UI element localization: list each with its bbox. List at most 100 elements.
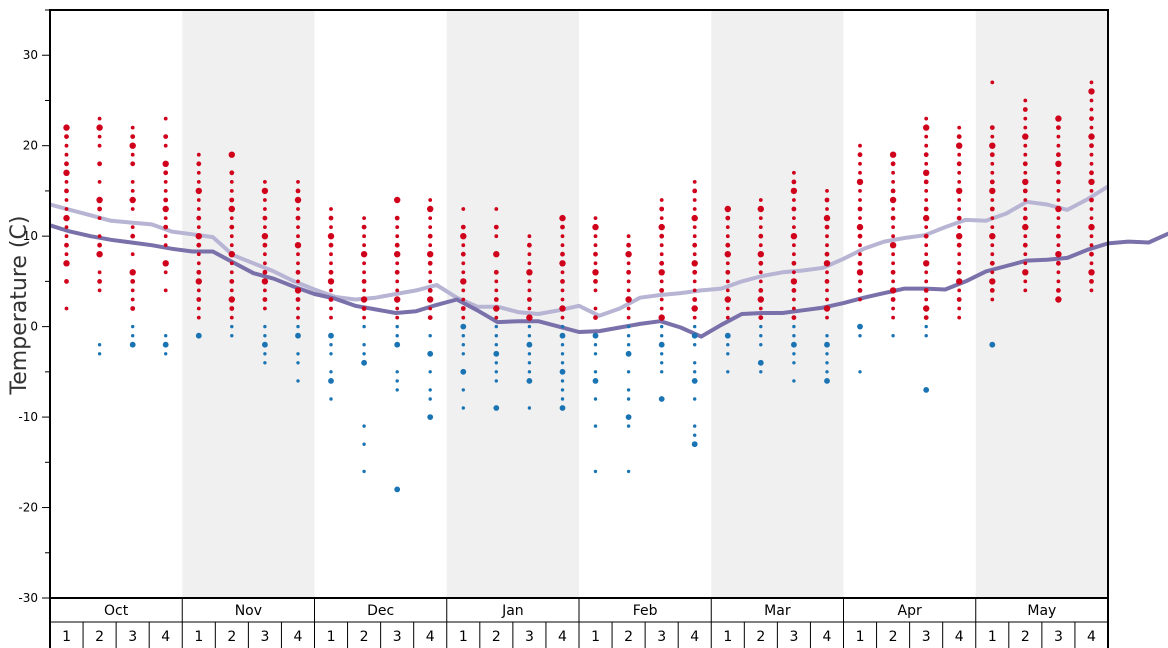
warm-dot	[560, 315, 565, 320]
cold-dot	[527, 370, 532, 374]
warm-dot	[1089, 125, 1094, 130]
warm-dot	[692, 315, 697, 320]
month-band-may	[975, 10, 1108, 598]
warm-dot	[195, 278, 202, 285]
cold-dot	[792, 361, 796, 365]
warm-dot	[162, 260, 169, 267]
warm-dot	[990, 297, 995, 302]
warm-dot	[1089, 261, 1094, 266]
warm-dot	[692, 269, 698, 275]
cold-dot	[660, 370, 664, 374]
warm-dot	[825, 189, 829, 193]
warm-dot	[329, 207, 333, 211]
cold-dot	[560, 352, 565, 356]
cold-dot	[691, 378, 698, 384]
cold-dot	[461, 343, 465, 347]
cold-dot	[428, 397, 432, 401]
cold-dot	[560, 343, 565, 347]
warm-dot	[130, 152, 135, 157]
week-label: 1	[723, 629, 732, 645]
warm-dot	[296, 180, 300, 184]
warm-dot	[593, 234, 598, 239]
warm-dot	[229, 279, 235, 284]
warm-dot	[825, 243, 829, 248]
warm-dot	[361, 224, 367, 230]
warm-dot	[1089, 80, 1094, 85]
warm-dot	[692, 207, 697, 211]
warm-dot	[957, 288, 962, 293]
warm-dot	[659, 233, 665, 239]
warm-dot	[1023, 125, 1028, 130]
warm-dot	[163, 288, 168, 293]
warm-dot	[394, 215, 400, 221]
warm-dot	[1022, 242, 1028, 248]
warm-dot	[791, 315, 797, 320]
warm-dot	[692, 279, 697, 284]
warm-dot	[296, 225, 300, 230]
week-label: 2	[360, 629, 369, 645]
warm-dot	[758, 306, 763, 311]
cold-dot	[989, 341, 996, 348]
warm-dot	[889, 242, 897, 249]
warm-dot	[889, 287, 897, 294]
warm-dot	[263, 252, 267, 257]
warm-dot	[658, 269, 665, 276]
cold-dot	[592, 378, 599, 384]
cold-dot	[328, 332, 334, 339]
warm-dot	[362, 288, 366, 293]
cold-dot	[493, 405, 500, 411]
warm-dot	[163, 224, 169, 230]
warm-dot	[294, 287, 302, 294]
warm-dot	[560, 279, 565, 284]
warm-dot	[758, 233, 764, 239]
warm-dot	[196, 252, 201, 257]
warm-dot	[261, 187, 269, 195]
warm-dot	[461, 243, 466, 248]
warm-dot	[692, 225, 697, 230]
warm-dot	[263, 180, 267, 184]
warm-dot	[1055, 115, 1062, 122]
warm-dot	[493, 305, 500, 312]
week-label: 4	[161, 629, 170, 645]
cold-dot	[593, 469, 598, 474]
cold-dot	[759, 334, 763, 338]
warm-dot	[296, 207, 300, 211]
warm-dot	[1089, 288, 1094, 293]
warm-dot	[758, 315, 764, 320]
warm-dot	[923, 233, 929, 239]
warm-dot	[692, 242, 698, 248]
warm-dot	[990, 243, 995, 248]
cold-dot	[494, 370, 498, 374]
warm-dot	[957, 225, 962, 230]
warm-dot	[790, 187, 798, 195]
cold-dot	[625, 350, 632, 357]
week-label: 4	[294, 629, 303, 645]
warm-dot	[163, 143, 168, 148]
warm-dot	[1089, 116, 1094, 121]
warm-dot	[858, 143, 862, 148]
week-label: 1	[327, 629, 336, 645]
warm-dot	[362, 216, 366, 221]
cold-dot	[726, 343, 730, 347]
warm-dot	[956, 142, 963, 149]
warm-dot	[957, 170, 962, 175]
y-tick-label: 20	[23, 139, 38, 153]
warm-dot	[63, 214, 70, 222]
warm-dot	[1023, 198, 1028, 202]
cold-dot	[792, 379, 796, 383]
warm-dot	[97, 234, 102, 239]
warm-dot	[494, 234, 499, 239]
warm-dot	[195, 187, 202, 195]
warm-dot	[593, 288, 598, 293]
warm-dot	[1023, 170, 1028, 175]
cold-dot	[362, 469, 366, 474]
warm-dot	[725, 279, 730, 284]
week-label: 3	[525, 629, 534, 645]
cold-dot	[560, 361, 565, 365]
warm-dot	[923, 260, 930, 267]
warm-dot	[460, 278, 467, 285]
week-label: 2	[95, 629, 104, 645]
warm-dot	[725, 242, 731, 248]
warm-dot	[724, 296, 731, 303]
warm-dot	[163, 180, 168, 184]
